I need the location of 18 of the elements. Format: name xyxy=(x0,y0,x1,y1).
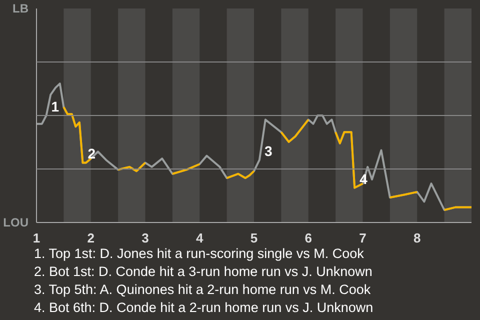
annotation: 3 xyxy=(264,142,272,159)
x-tick-label: 4 xyxy=(196,230,204,246)
text: 1. Top 1st: D. Jones hit a run-scoring single vs M. Cook xyxy=(34,246,364,261)
x-tick-label: 7 xyxy=(359,230,366,246)
x-tick-label: 6 xyxy=(304,230,312,246)
text: 4. Bot 6th: D. Conde hit a 2-run home run vs J. Unknown xyxy=(34,300,374,315)
text: LOU xyxy=(3,216,29,230)
annotation: 4 xyxy=(360,170,368,187)
x-tick-label: 3 xyxy=(142,230,149,246)
annotation: 1 xyxy=(51,98,60,114)
text: 2. Bot 1st: D. Conde hit a 3-run home run vs J. Unknown xyxy=(34,264,372,279)
x-tick-label: 8 xyxy=(414,230,421,246)
x-tick-label: 5 xyxy=(250,230,258,246)
annotation: 2 xyxy=(88,146,96,162)
text: LB xyxy=(12,2,29,16)
x-tick-label: 1 xyxy=(32,230,40,246)
x-tick-label: 2 xyxy=(87,230,94,246)
text: 3. Top 5th: A. Quinones hit a 2-run home run vs M. Cook xyxy=(34,282,371,297)
